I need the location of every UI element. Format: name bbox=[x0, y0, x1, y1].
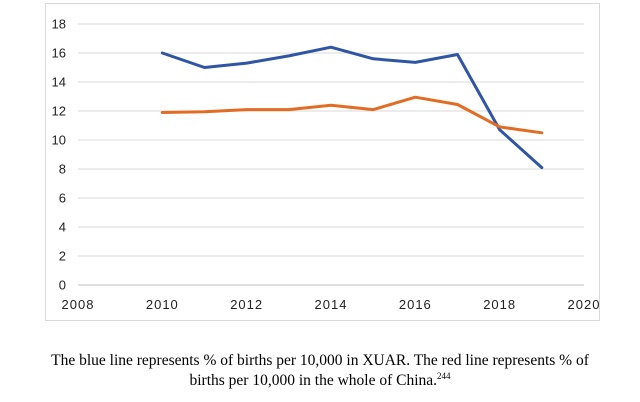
y-tick-label: 18 bbox=[52, 17, 66, 32]
chart-frame bbox=[45, 3, 600, 321]
x-tick-label: 2016 bbox=[399, 297, 432, 312]
y-tick-label: 4 bbox=[59, 220, 66, 235]
x-tick-label: 2020 bbox=[568, 297, 601, 312]
y-tick-label: 10 bbox=[52, 133, 66, 148]
x-tick-label: 2012 bbox=[230, 297, 263, 312]
series-line-1 bbox=[160, 45, 544, 170]
chart-caption: The blue line represents % of births per… bbox=[0, 351, 640, 391]
y-axis-ticks: 0 2 4 6 8 10 12 14 16 18 bbox=[52, 17, 66, 293]
x-axis-ticks: 2008 2010 2012 2014 2016 2018 2020 bbox=[62, 297, 601, 312]
x-tick-label: 2008 bbox=[62, 297, 95, 312]
gridlines bbox=[78, 23, 584, 286]
x-tick-label: 2010 bbox=[146, 297, 179, 312]
caption-line-2-text: births per 10,000 in the whole of China. bbox=[189, 372, 438, 389]
series-line-2 bbox=[160, 95, 544, 135]
footnote-marker: 244 bbox=[437, 370, 451, 381]
y-tick-label: 8 bbox=[59, 162, 66, 177]
caption-line-2: births per 10,000 in the whole of China.… bbox=[0, 371, 640, 391]
caption-line-1: The blue line represents % of births per… bbox=[51, 352, 589, 369]
line-chart: 0 2 4 6 8 10 12 14 16 18 2008 2010 2012 2014 2016 2018… bbox=[52, 17, 601, 313]
y-tick-label: 2 bbox=[59, 249, 66, 264]
y-tick-label: 6 bbox=[59, 191, 66, 206]
y-tick-label: 14 bbox=[52, 75, 66, 90]
x-tick-label: 2018 bbox=[483, 297, 516, 312]
series-group bbox=[160, 45, 544, 170]
y-tick-label: 0 bbox=[59, 278, 66, 293]
y-tick-label: 16 bbox=[52, 46, 66, 61]
x-tick-label: 2014 bbox=[315, 297, 348, 312]
y-tick-label: 12 bbox=[52, 104, 66, 119]
